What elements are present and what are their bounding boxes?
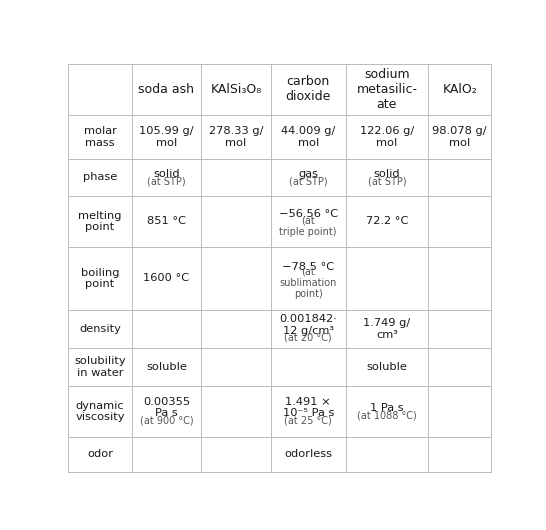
Text: 72.2 °C: 72.2 °C (366, 216, 408, 226)
Text: KAlSi₃O₈: KAlSi₃O₈ (210, 83, 262, 95)
Text: soluble: soluble (146, 362, 187, 372)
Text: 98.078 g/
mol: 98.078 g/ mol (432, 126, 487, 147)
Text: (at 900 °C): (at 900 °C) (140, 415, 193, 425)
Text: 278.33 g/
mol: 278.33 g/ mol (209, 126, 263, 147)
Text: (at
triple point): (at triple point) (280, 215, 337, 237)
Text: 122.06 g/
mol: 122.06 g/ mol (360, 126, 414, 147)
Text: 1.749 g/
cm³: 1.749 g/ cm³ (363, 318, 411, 340)
Text: 1600 °C: 1600 °C (144, 273, 189, 284)
Text: density: density (79, 324, 121, 334)
Text: (at STP): (at STP) (289, 177, 328, 187)
Text: molar
mass: molar mass (84, 126, 116, 147)
Text: 44.009 g/
mol: 44.009 g/ mol (281, 126, 335, 147)
Text: odor: odor (87, 449, 113, 460)
Text: solid: solid (373, 169, 400, 179)
Text: (at 1088 °C): (at 1088 °C) (357, 411, 417, 421)
Text: −56.56 °C: −56.56 °C (278, 209, 338, 219)
Text: 851 °C: 851 °C (147, 216, 186, 226)
Text: (at
sublimation
point): (at sublimation point) (280, 266, 337, 299)
Text: sodium
metasilic-
ate: sodium metasilic- ate (357, 68, 417, 111)
Text: odorless: odorless (284, 449, 332, 460)
Text: solubility
in water: solubility in water (74, 356, 126, 377)
Text: (at STP): (at STP) (367, 177, 406, 187)
Text: 105.99 g/
mol: 105.99 g/ mol (139, 126, 194, 147)
Text: (at 20 °C): (at 20 °C) (284, 332, 332, 342)
Text: dynamic
viscosity: dynamic viscosity (75, 401, 124, 422)
Text: carbon
dioxide: carbon dioxide (286, 75, 331, 103)
Text: (at STP): (at STP) (147, 177, 186, 187)
Text: soluble: soluble (366, 362, 407, 372)
Text: solid: solid (153, 169, 180, 179)
Text: phase: phase (83, 172, 117, 182)
Text: (at 25 °C): (at 25 °C) (284, 415, 332, 425)
Text: −78.5 °C: −78.5 °C (282, 262, 334, 272)
Text: melting
point: melting point (78, 210, 122, 232)
Text: soda ash: soda ash (138, 83, 194, 95)
Text: 1.491 ×
10⁻⁵ Pa s: 1.491 × 10⁻⁵ Pa s (282, 397, 334, 418)
Text: 1 Pa s: 1 Pa s (370, 403, 403, 412)
Text: boiling
point: boiling point (81, 268, 119, 289)
Text: 0.00355
Pa s: 0.00355 Pa s (143, 397, 190, 418)
Text: 0.001842·
12 g/cm³: 0.001842· 12 g/cm³ (280, 314, 337, 335)
Text: KAlO₂: KAlO₂ (442, 83, 477, 95)
Text: gas: gas (298, 169, 318, 179)
